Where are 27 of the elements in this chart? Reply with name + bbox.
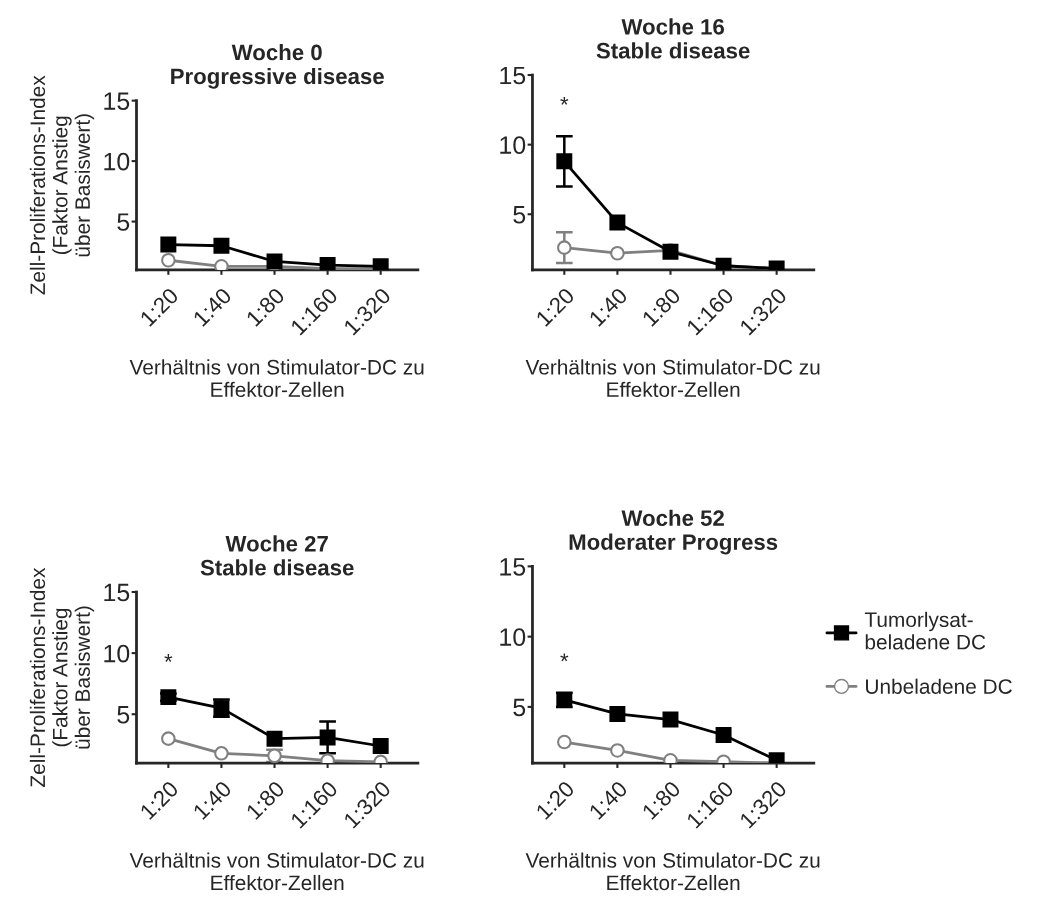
y-tick-label: 10 [500, 136, 526, 154]
y-tick-label: 5 [513, 698, 526, 717]
chart-title: Woche 27 Stable disease [200, 535, 354, 576]
y-tick-label: 10 [104, 644, 130, 663]
y-axis-title: Zell-Proliferations-Index (Faktor Anstieg über Basiswert) [29, 567, 95, 787]
annotation: * [164, 654, 173, 662]
y-tick-label: 10 [500, 628, 526, 646]
x-axis-title: Verhältnis von Stimulator-DC zu Effektor-Zellen [129, 852, 424, 891]
annotation: * [560, 96, 569, 105]
x-axis-title: Verhältnis von Stimulator-DC zu Effektor-Zellen [525, 359, 820, 398]
chart-title: Woche 52 Moderater Progress [569, 509, 778, 555]
y-tick-label: 15 [500, 558, 526, 576]
x-axis-title: Verhältnis von Stimulator-DC zu Effektor-Zellen [129, 359, 424, 398]
legend-label: Tumorlysat- beladene DC [864, 611, 986, 650]
y-axis-title: Zell-Proliferations-Index (Faktor Anstieg über Basiswert) [29, 75, 95, 295]
y-tick-label: 10 [104, 152, 130, 171]
y-tick-label: 5 [513, 206, 526, 224]
chart-title: Woche 16 Stable disease [596, 18, 750, 59]
y-tick-label: 15 [104, 583, 130, 602]
y-tick-label: 15 [500, 66, 526, 85]
x-axis-title: Verhältnis von Stimulator-DC zu Effektor-Zellen [525, 852, 820, 891]
chart-title: Woche 0 Progressive disease [171, 43, 384, 89]
y-tick-label: 5 [117, 706, 130, 724]
legend-label: Unbeladene DC [866, 678, 1012, 694]
y-tick-label: 5 [117, 213, 130, 231]
y-tick-label: 15 [104, 92, 130, 110]
annotation: * [560, 653, 569, 662]
